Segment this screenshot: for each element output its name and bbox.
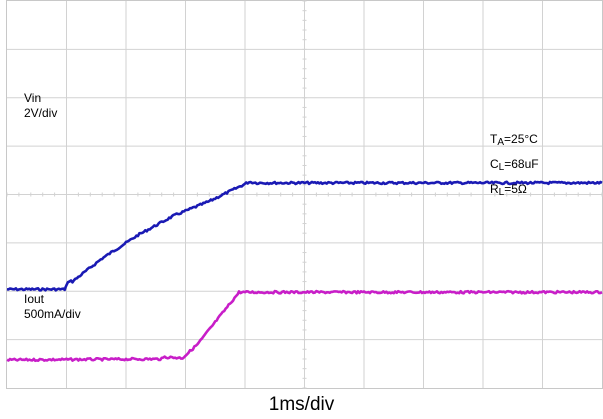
vin-trace (6, 180, 603, 292)
graticule (6, 0, 603, 389)
condition-ta: TA=25°C (490, 132, 538, 148)
condition-rl: RL=5Ω (490, 182, 527, 198)
vin-name: Vin (24, 91, 42, 105)
iout-name: Iout (24, 292, 45, 306)
iout-trace (6, 289, 603, 363)
vin-scale: 2V/div (24, 106, 58, 120)
condition-cl: CL=68uF (490, 157, 539, 173)
x-axis-label: 1ms/div (268, 394, 335, 415)
traces (6, 180, 603, 363)
iout-scale: 500mA/div (24, 307, 81, 321)
iout-channel-label: Iout 500mA/div (24, 292, 81, 322)
vin-channel-label: Vin 2V/div (24, 91, 57, 121)
oscilloscope-plot (6, 0, 603, 389)
